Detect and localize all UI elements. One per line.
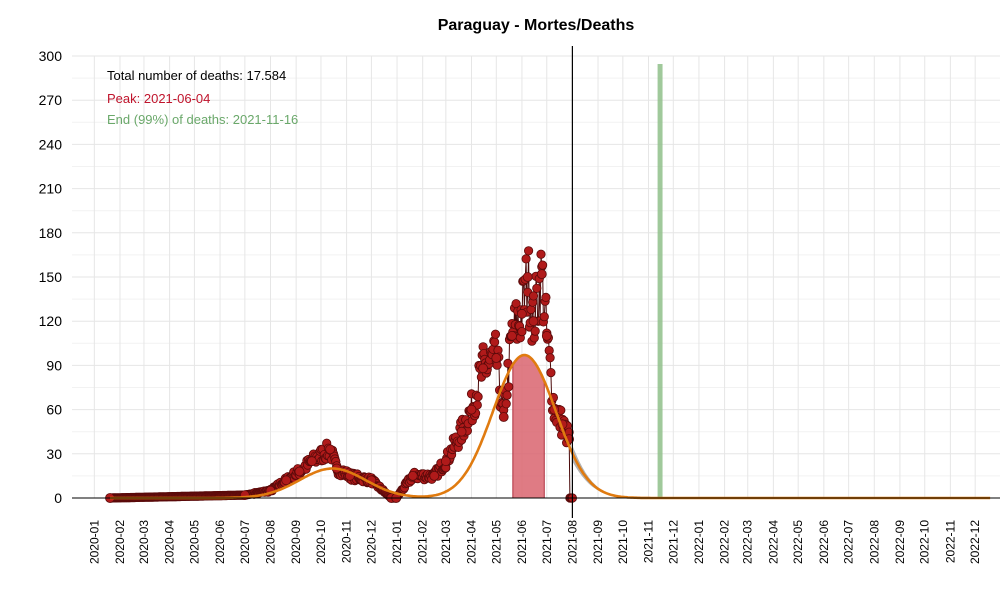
x-tick-label: 2021-03 (439, 520, 453, 564)
data-point (429, 470, 440, 481)
data-point (528, 291, 539, 301)
x-tick-label: 2021-12 (666, 520, 680, 564)
data-point (440, 456, 451, 467)
y-tick-label: 300 (39, 48, 63, 64)
x-tick-label: 2021-02 (416, 520, 430, 564)
data-point (325, 444, 336, 455)
data-point (281, 475, 292, 486)
end-band (657, 64, 663, 498)
y-tick-label: 240 (39, 136, 63, 152)
x-tick-label: 2022-03 (741, 520, 755, 564)
data-point (523, 246, 534, 256)
data-point (528, 316, 539, 327)
y-tick-label: 120 (39, 313, 63, 329)
x-tick-label: 2020-10 (314, 520, 328, 564)
data-point (294, 466, 305, 477)
x-tick-label: 2022-07 (842, 520, 856, 564)
data-point (541, 330, 552, 341)
data-point (491, 353, 502, 363)
data-point (504, 382, 514, 392)
data-point (521, 254, 531, 264)
peak-annotation: Peak: 2021-06-04 (107, 91, 210, 106)
x-tick-label: 2022-02 (718, 520, 732, 564)
data-point (532, 283, 542, 293)
x-tick-label: 2020-03 (137, 520, 151, 564)
x-tick-label: 2020-02 (113, 520, 127, 564)
data-point (517, 326, 527, 337)
x-tick-label: 2022-01 (692, 520, 706, 564)
data-point (530, 326, 540, 336)
data-line (110, 250, 573, 499)
x-tick-label: 2020-11 (340, 520, 354, 563)
x-tick-label: 2020-08 (264, 520, 278, 564)
x-tick-label: 2021-05 (489, 520, 503, 564)
x-tick-label: 2022-11 (943, 520, 957, 563)
data-point (536, 249, 546, 259)
data-point (407, 470, 418, 481)
data-point (541, 292, 551, 302)
x-tick-label: 2020-06 (213, 520, 227, 564)
x-tick-label: 2022-09 (893, 520, 907, 564)
data-point (546, 367, 556, 378)
x-tick-label: 2022-04 (766, 520, 780, 564)
data-point (537, 260, 548, 270)
x-tick-label: 2021-01 (390, 520, 404, 564)
end-annotation: End (99%) of deaths: 2021-11-16 (107, 112, 298, 127)
x-tick-label: 2021-10 (616, 520, 630, 564)
data-point (478, 363, 489, 374)
axes (72, 46, 1000, 518)
forecast-band (572, 445, 990, 498)
data-point (539, 312, 549, 322)
y-tick-label: 0 (54, 490, 62, 506)
data-point (490, 329, 501, 339)
x-tick-label: 2021-08 (565, 520, 579, 564)
x-tick-label: 2020-05 (187, 520, 201, 564)
y-tick-label: 90 (46, 357, 62, 373)
y-axis-ticks: 0 30 60 90 120 150 180 210 240 270 300 (39, 48, 63, 506)
chart-title: Paraguay - Mortes/Deaths (438, 17, 635, 34)
data-point (522, 272, 533, 282)
data-point (473, 392, 483, 402)
y-tick-label: 210 (39, 181, 63, 197)
x-tick-label: 2020-01 (87, 520, 101, 564)
data-point (536, 269, 547, 280)
x-tick-label: 2022-08 (867, 520, 881, 564)
x-tick-label: 2021-11 (641, 520, 655, 563)
bands (512, 64, 663, 499)
x-tick-label: 2020-07 (238, 520, 252, 564)
y-tick-label: 270 (39, 92, 63, 108)
data-point (466, 404, 477, 415)
data-point (507, 330, 517, 341)
x-axis-ticks: 2020-01 2020-02 2020-03 2020-04 2020-05 2020-… (87, 520, 982, 564)
peak-band (512, 354, 545, 499)
x-tick-label: 2021-09 (591, 520, 605, 564)
x-tick-label: 2021-07 (540, 520, 554, 564)
data-point (498, 412, 509, 422)
data-point (545, 353, 555, 363)
x-tick-label: 2020-09 (289, 520, 303, 564)
data-points (105, 246, 578, 503)
data-point (502, 390, 512, 400)
x-tick-label: 2022-06 (817, 520, 831, 564)
forecast-band-area (572, 445, 990, 498)
x-tick-label: 2022-05 (791, 520, 805, 564)
data-point (489, 337, 500, 347)
x-tick-label: 2021-04 (464, 520, 478, 564)
data-point (501, 399, 511, 409)
total-deaths-annotation: Total number of deaths: 17.584 (107, 68, 286, 83)
y-tick-label: 30 (46, 446, 62, 462)
x-tick-label: 2020-12 (364, 520, 378, 564)
x-tick-label: 2021-06 (515, 520, 529, 564)
data-point (306, 456, 317, 467)
y-tick-label: 60 (46, 402, 62, 418)
data-point (517, 308, 527, 319)
y-tick-label: 180 (39, 225, 63, 241)
x-tick-label: 2020-04 (163, 520, 177, 564)
y-tick-label: 150 (39, 269, 63, 285)
x-tick-label: 2022-12 (968, 520, 982, 564)
annotations: Total number of deaths: 17.584 Peak: 202… (107, 68, 298, 127)
data-point (456, 426, 467, 437)
x-tick-label: 2022-10 (918, 520, 932, 564)
